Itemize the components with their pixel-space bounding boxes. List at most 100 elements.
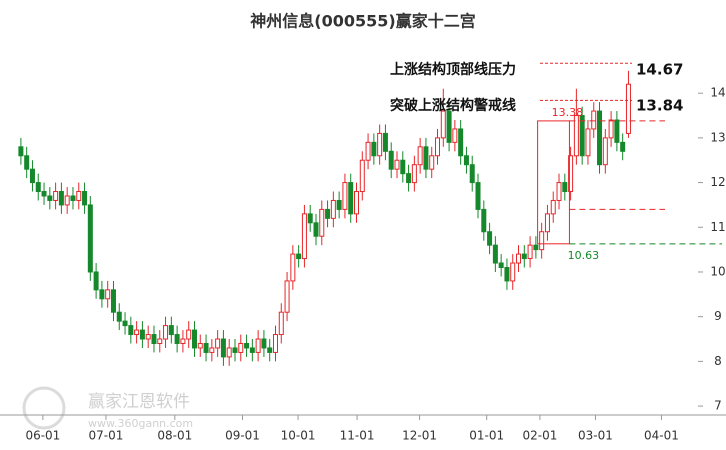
- candle-body: [18, 146, 24, 157]
- candle-body: [417, 146, 423, 166]
- x-tick-label: 12-01: [402, 429, 437, 443]
- candle-body: [527, 244, 533, 260]
- level-label: 突破上涨结构警戒线: [390, 97, 516, 114]
- candle-body: [521, 253, 527, 260]
- candle-body: [134, 329, 140, 336]
- candle-body: [203, 342, 209, 353]
- candle-body: [284, 280, 290, 313]
- x-tick-label: 07-01: [89, 429, 124, 443]
- candle-body: [510, 262, 516, 282]
- candle-body: [591, 110, 597, 130]
- candle-body: [411, 164, 417, 184]
- candle-body: [191, 329, 197, 349]
- candle-body: [452, 128, 458, 143]
- candle-body: [261, 338, 267, 349]
- level-label: 上涨结构顶部线压力: [390, 61, 516, 78]
- box-bottom-label: 10.63: [568, 249, 600, 262]
- candle-body: [487, 231, 493, 246]
- candle-body: [93, 271, 99, 291]
- x-tick-label: 02-01: [522, 429, 557, 443]
- candle-body: [620, 141, 626, 152]
- candle-body: [186, 329, 192, 340]
- candle-body: [423, 146, 429, 170]
- watermark: 赢家江恩软件 www.360gann.com: [22, 386, 193, 430]
- candle-body: [597, 110, 603, 166]
- candle-body: [116, 311, 122, 322]
- candle-body: [573, 115, 579, 157]
- x-tick-label: 08-01: [157, 429, 192, 443]
- candle-body: [533, 244, 539, 251]
- candle-body: [244, 342, 250, 349]
- candle-body: [197, 342, 203, 349]
- candle-body: [446, 110, 452, 143]
- candle-body: [585, 128, 591, 157]
- candle-body: [24, 155, 30, 170]
- candle-body: [70, 195, 76, 201]
- candle-body: [209, 347, 215, 353]
- watermark-name: 赢家江恩软件: [88, 392, 190, 412]
- candle-body: [272, 334, 278, 353]
- candle-body: [168, 325, 174, 336]
- candle-body: [296, 253, 302, 260]
- candle-body: [556, 182, 562, 201]
- candle-body: [498, 262, 504, 269]
- candle-body: [469, 164, 475, 184]
- x-tick-label: 03-01: [578, 429, 613, 443]
- candle-body: [377, 132, 383, 157]
- candle-body: [625, 83, 631, 134]
- candle-body: [365, 141, 371, 161]
- candle-body: [388, 150, 394, 170]
- candle-body: [122, 320, 128, 327]
- y-tick-label: 13: [710, 130, 725, 144]
- candle-body: [110, 289, 116, 313]
- candle-body: [325, 208, 331, 219]
- level-value: 14.67: [636, 61, 683, 79]
- candle-body: [249, 347, 255, 353]
- candle-body: [105, 289, 111, 300]
- candle-body: [35, 182, 41, 193]
- watermark-url: www.360gann.com: [88, 417, 193, 430]
- candle-body: [145, 334, 151, 340]
- candle-body: [226, 347, 232, 358]
- watermark-logo: [22, 386, 66, 430]
- y-tick-label: 7: [714, 399, 722, 413]
- candle-body: [278, 311, 284, 336]
- candle-body: [47, 195, 53, 201]
- candle-body: [29, 168, 35, 184]
- candle-body: [371, 141, 377, 157]
- candle-body: [336, 199, 342, 210]
- candle-body: [562, 182, 568, 193]
- y-tick-label: 14: [710, 86, 725, 100]
- candle-body: [382, 132, 388, 152]
- candle-body: [348, 182, 354, 215]
- candle-body: [400, 159, 406, 175]
- candle-body: [58, 191, 64, 206]
- candle-body: [504, 267, 510, 282]
- candle-body: [53, 191, 59, 201]
- y-tick-label: 10: [710, 264, 725, 278]
- candle-body: [232, 347, 238, 353]
- candle-body: [180, 338, 186, 344]
- candle-body: [550, 199, 556, 215]
- candle-body: [492, 244, 498, 264]
- candle-body: [342, 182, 348, 210]
- x-tick-label: 09-01: [225, 429, 260, 443]
- candle-body: [313, 222, 319, 237]
- candle-body: [394, 159, 400, 170]
- candle-body: [255, 338, 261, 353]
- y-tick-label: 11: [710, 220, 725, 234]
- candle-body: [516, 253, 522, 264]
- candle-body: [440, 110, 446, 139]
- candle-body: [82, 191, 88, 206]
- candle-body: [614, 119, 620, 143]
- candle-body: [215, 338, 221, 349]
- candle-body: [330, 199, 336, 219]
- candle-body: [475, 182, 481, 210]
- candle-body: [220, 338, 226, 358]
- candle-body: [128, 325, 134, 336]
- candle-body: [544, 213, 550, 233]
- candle-body: [429, 155, 435, 170]
- candle-body: [290, 253, 296, 282]
- y-tick-label: 8: [714, 354, 722, 368]
